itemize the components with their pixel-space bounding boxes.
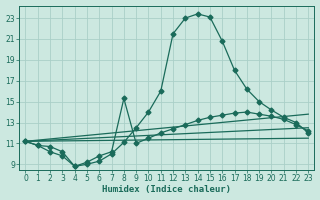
X-axis label: Humidex (Indice chaleur): Humidex (Indice chaleur)	[102, 185, 231, 194]
